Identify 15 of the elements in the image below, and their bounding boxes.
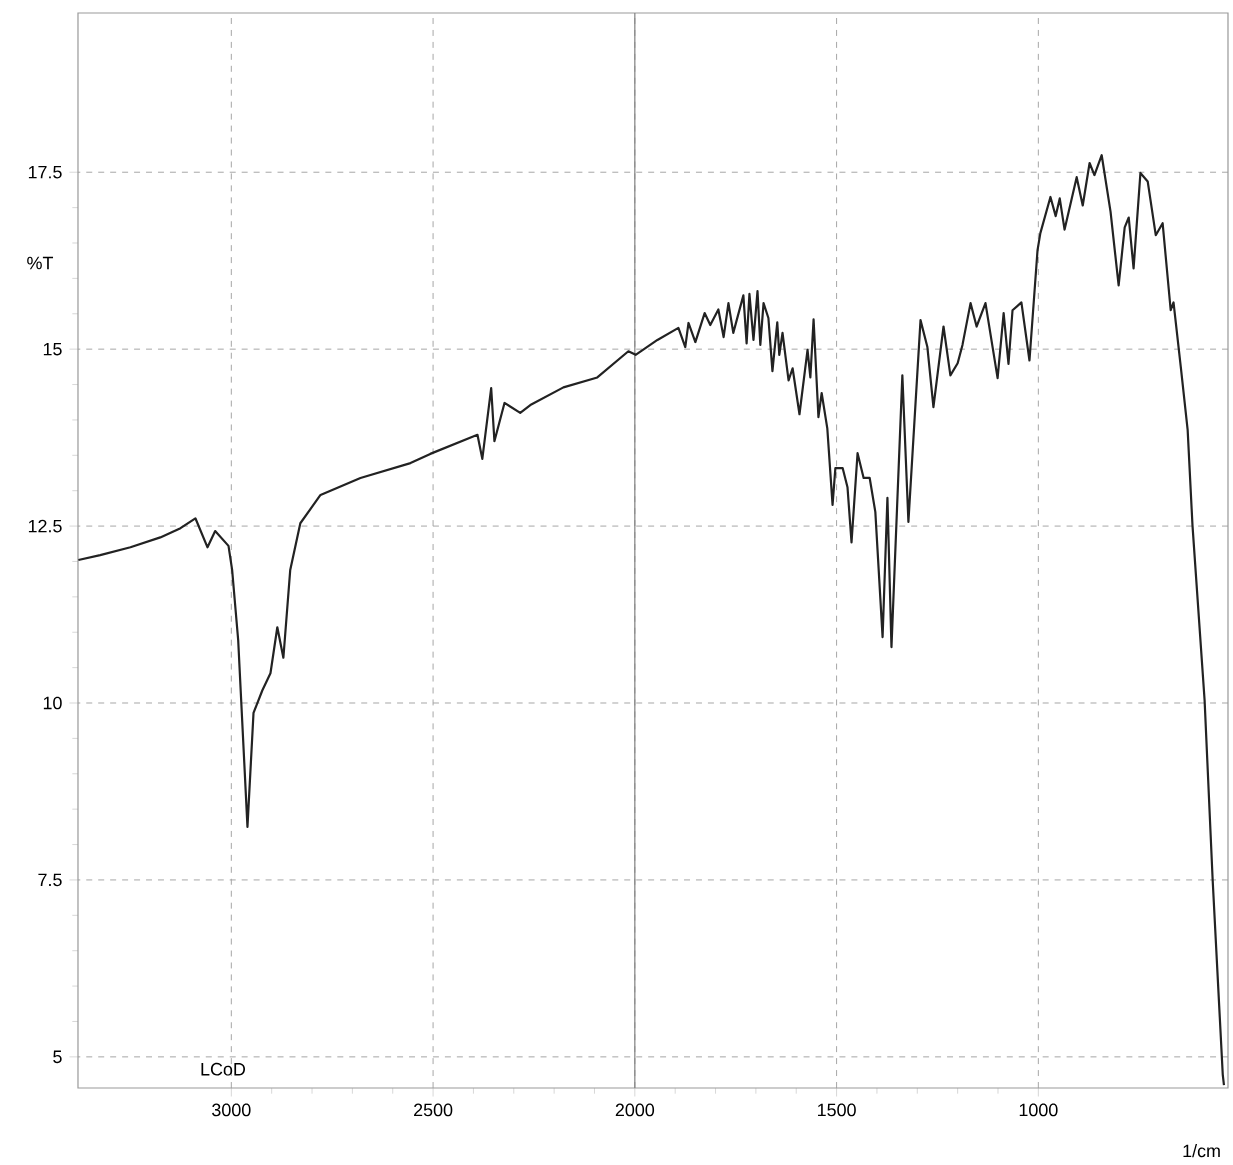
- annotation: LCoD: [201, 1062, 246, 1076]
- y-axis-title: %T: [27, 256, 54, 270]
- line-series: [77, 154, 1226, 1087]
- y-tick-label: 10: [43, 696, 62, 710]
- y-tick-label: 7.5: [38, 873, 62, 887]
- y-tick-label: 17.5: [28, 165, 62, 179]
- x-axis-title: 1/cm: [1183, 1144, 1220, 1158]
- x-tick-label: 1500: [818, 1103, 856, 1117]
- y-tick-label: 12.5: [28, 519, 62, 533]
- x-tick-label: 1000: [1019, 1103, 1058, 1117]
- x-tick-label: 2500: [414, 1103, 453, 1117]
- y-tick-label: 15: [43, 342, 62, 356]
- y-tick-label: 5: [53, 1050, 62, 1064]
- x-tick-label: 2000: [615, 1103, 655, 1117]
- x-tick-label: 3000: [212, 1103, 251, 1117]
